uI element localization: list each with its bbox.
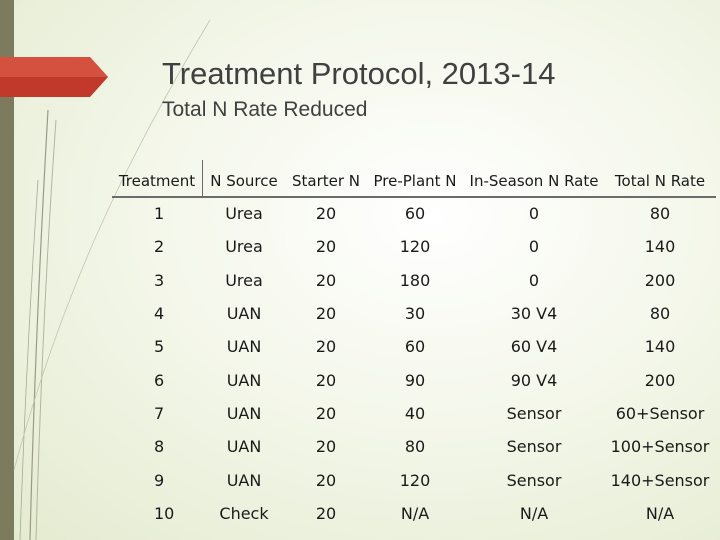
table-cell: 20 (315, 437, 337, 457)
table-cell: 100+Sensor (610, 437, 710, 457)
table-cell: 60 (404, 204, 426, 224)
table-cell: 90 (404, 370, 426, 390)
table-cell: 90 V4 (510, 370, 558, 390)
table-cell: N/A (400, 503, 430, 523)
table-row: 10 Check 20 N/A N/A N/A (112, 497, 716, 530)
table-cell: 0 (528, 270, 540, 290)
header-divider (202, 160, 203, 198)
table-row: 9 UAN 20 120 Sensor 140+Sensor (112, 463, 716, 496)
table-cell: Sensor (506, 470, 562, 490)
table-cell: 60 V4 (510, 337, 558, 357)
table-cell: 20 (315, 403, 337, 423)
table-cell: 0 (528, 204, 540, 224)
table-cell: 20 (315, 470, 337, 490)
table-cell: UAN (226, 403, 262, 423)
table-cell: UAN (226, 437, 262, 457)
treatment-table: Treatment N Source Starter N Pre-Plant N… (112, 165, 716, 530)
header-in-season-n-rate: In-Season N Rate (469, 172, 599, 190)
table-cell: 80 (404, 437, 426, 457)
table-cell: 180 (399, 270, 431, 290)
table-cell: 120 (399, 237, 431, 257)
table-cell: 80 (649, 304, 671, 324)
table-cell: 20 (315, 337, 337, 357)
table-cell: 140+Sensor (610, 470, 710, 490)
table-cell: N/A (645, 503, 675, 523)
table-cell: 140 (644, 237, 676, 257)
table-cell: 4 (154, 304, 165, 324)
table-cell: 1 (154, 204, 165, 224)
table-cell: Sensor (506, 403, 562, 423)
table-cell: Check (219, 503, 269, 523)
table-cell: 200 (644, 370, 676, 390)
table-cell: 8 (154, 437, 165, 457)
table-row: 2 Urea 20 120 0 140 (112, 230, 716, 263)
table-cell: 2 (154, 237, 165, 257)
table-cell: 9 (154, 470, 165, 490)
table-row: 4 UAN 20 30 30 V4 80 (112, 297, 716, 330)
table-cell: N/A (519, 503, 549, 523)
table-cell: Sensor (506, 437, 562, 457)
table-cell: 5 (154, 337, 165, 357)
table-cell: 10 (154, 503, 175, 523)
table-row: 8 UAN 20 80 Sensor 100+Sensor (112, 430, 716, 463)
table-cell: 80 (649, 204, 671, 224)
header-starter-n: Starter N (291, 172, 361, 190)
header-n-source: N Source (210, 172, 278, 190)
table-cell: 60+Sensor (615, 403, 705, 423)
table-cell: 30 (404, 304, 426, 324)
table-cell: 30 V4 (510, 304, 558, 324)
table-row: 3 Urea 20 180 0 200 (112, 264, 716, 297)
table-cell: 20 (315, 370, 337, 390)
slide-title: Treatment Protocol, 2013-14 (162, 56, 556, 91)
table-cell: UAN (226, 337, 262, 357)
header-total-n-rate: Total N Rate (614, 172, 706, 190)
table-cell: 6 (154, 370, 165, 390)
table-cell: 60 (404, 337, 426, 357)
title-accent-tab (0, 57, 108, 97)
header-pre-plant-n: Pre-Plant N (373, 172, 457, 190)
slide-subtitle: Total N Rate Reduced (162, 98, 368, 121)
table-cell: Urea (225, 237, 263, 257)
table-row: 1 Urea 20 60 0 80 (112, 197, 716, 230)
table-cell: UAN (226, 470, 262, 490)
table-header-row: Treatment N Source Starter N Pre-Plant N… (112, 165, 716, 197)
table-cell: 0 (528, 237, 540, 257)
table-cell: 120 (399, 470, 431, 490)
header-underline (112, 196, 716, 198)
table-row: 6 UAN 20 90 90 V4 200 (112, 363, 716, 396)
table-cell: 20 (315, 304, 337, 324)
table-cell: 20 (315, 503, 337, 523)
table-row: 5 UAN 20 60 60 V4 140 (112, 330, 716, 363)
table-cell: 140 (644, 337, 676, 357)
table-row: 7 UAN 20 40 Sensor 60+Sensor (112, 397, 716, 430)
left-decorative-band (0, 0, 14, 540)
table-cell: UAN (226, 370, 262, 390)
header-treatment: Treatment (118, 172, 196, 190)
table-cell: 200 (644, 270, 676, 290)
table-cell: 7 (154, 403, 165, 423)
table-cell: 20 (315, 204, 337, 224)
table-cell: Urea (225, 270, 263, 290)
table-cell: Urea (225, 204, 263, 224)
table-cell: 20 (315, 270, 337, 290)
table-cell: 20 (315, 237, 337, 257)
table-cell: 3 (154, 270, 165, 290)
table-cell: 40 (404, 403, 426, 423)
table-cell: UAN (226, 304, 262, 324)
